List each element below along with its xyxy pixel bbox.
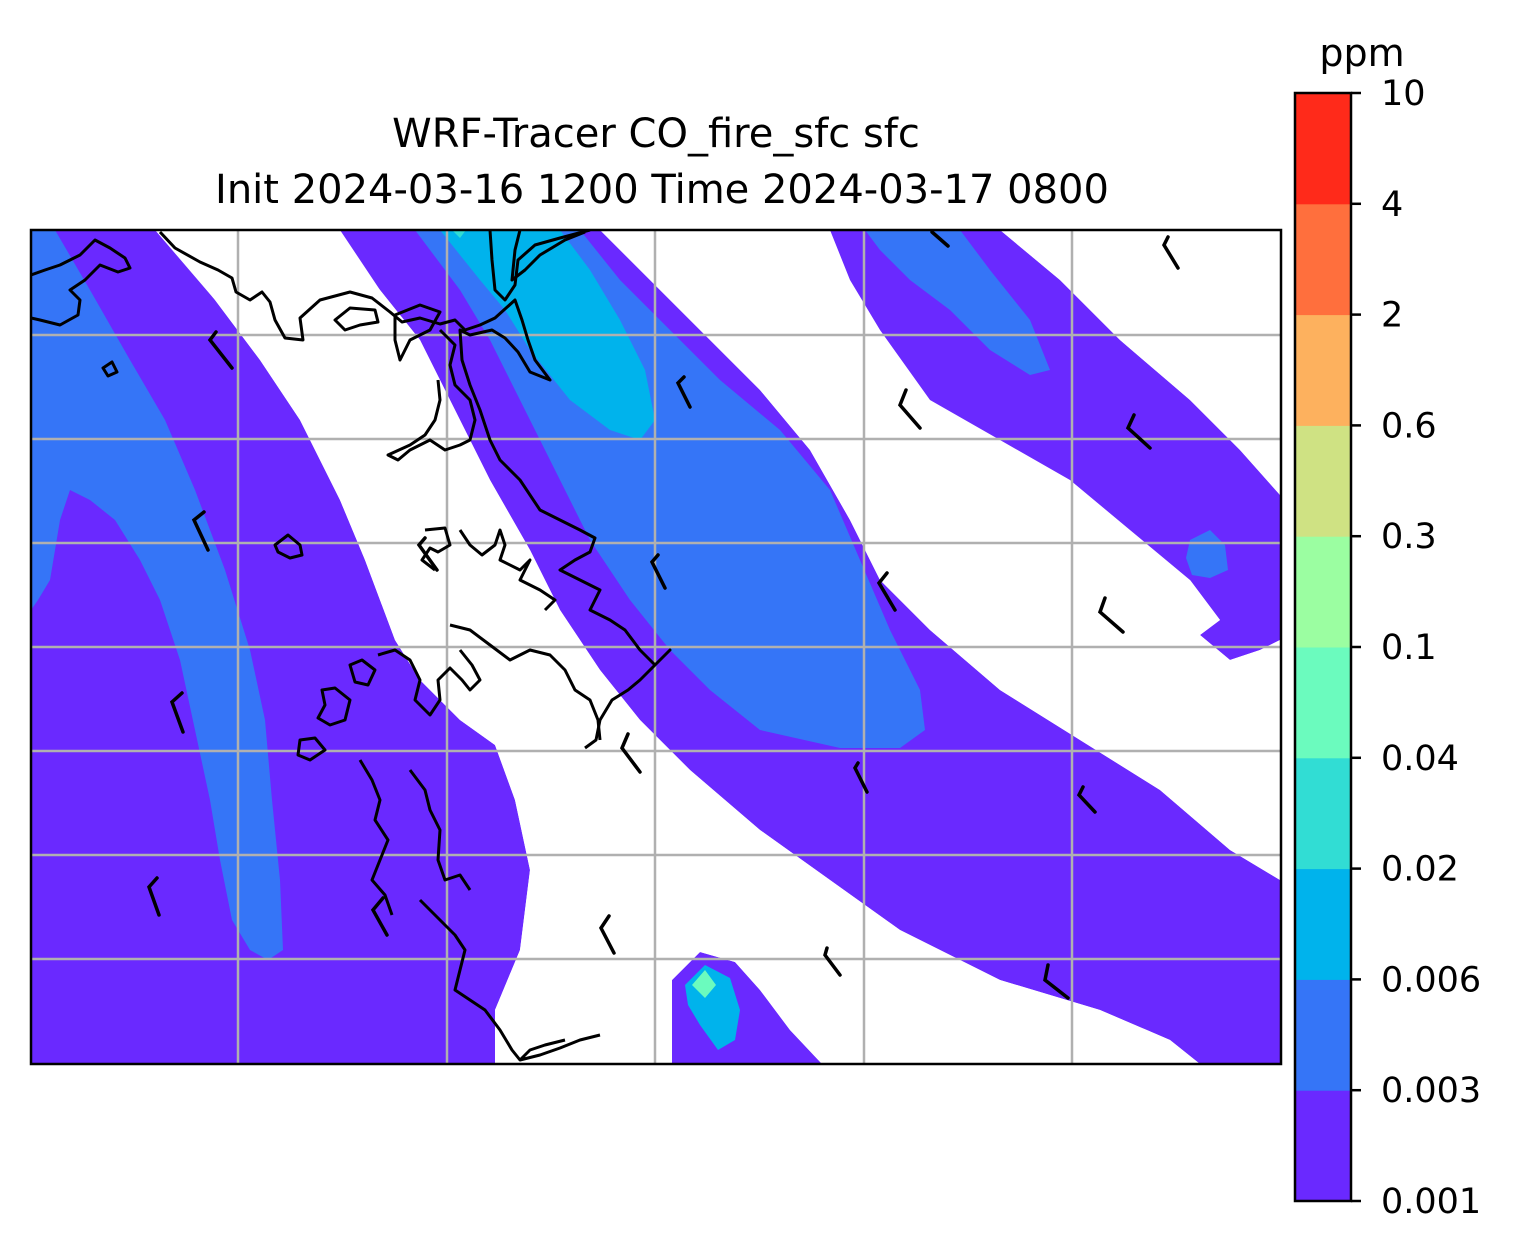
wind-barb bbox=[853, 761, 869, 794]
gridlines bbox=[31, 230, 1281, 1064]
wind-barb bbox=[1043, 963, 1070, 1000]
wind-barb bbox=[1097, 596, 1125, 634]
wind-barb bbox=[930, 230, 950, 248]
colorbar-unit-label: ppm bbox=[1319, 31, 1404, 75]
coastline-islet-1 bbox=[101, 360, 119, 378]
coastline-southern bbox=[449, 623, 602, 741]
colorbar-segments bbox=[1295, 93, 1351, 1202]
coastline-island-a bbox=[333, 306, 380, 332]
colorbar-segment bbox=[1295, 314, 1351, 426]
wind-barb bbox=[147, 876, 161, 917]
wind-barb bbox=[1125, 413, 1152, 450]
plume-peak-bottom bbox=[692, 970, 716, 998]
colorbar-segment bbox=[1295, 979, 1351, 1091]
chart-title-line-2: Init 2024-03-16 1200 Time 2024-03-17 080… bbox=[215, 167, 1109, 213]
wind-barb bbox=[416, 536, 439, 572]
coastline-inlet bbox=[488, 230, 591, 302]
wind-barb bbox=[876, 571, 897, 612]
wind-barb bbox=[897, 388, 922, 430]
colorbar-tick-label: 0.1 bbox=[1381, 628, 1437, 668]
coastline-island-b bbox=[393, 303, 442, 362]
colorbar-segment bbox=[1295, 536, 1351, 648]
colorbar-tick-label: 0.3 bbox=[1381, 517, 1437, 557]
colorbar-tick-label: 0.001 bbox=[1381, 1182, 1481, 1222]
colorbar-segment bbox=[1295, 203, 1351, 316]
colorbar-segment bbox=[1295, 1090, 1351, 1202]
colorbar: ppm 0.001 0.003 0.006 0.02 0.04 0.1 0.3 0.6 2 4 10 bbox=[1293, 31, 1481, 1222]
wind-barb bbox=[191, 510, 210, 552]
colorbar-tick-label: 2 bbox=[1381, 296, 1403, 336]
colorbar-tick-label: 10 bbox=[1381, 74, 1426, 114]
wind-barbs bbox=[147, 230, 1180, 1000]
colorbar-tick-label: 0.006 bbox=[1381, 960, 1481, 1000]
coastline-island-chain bbox=[377, 648, 482, 717]
plume-band-mid-left bbox=[31, 230, 283, 960]
colorbar-tick-label: 0.04 bbox=[1381, 739, 1459, 779]
coastline-south-inlets bbox=[358, 759, 601, 1062]
coastline-mainland bbox=[158, 230, 672, 750]
wind-barb bbox=[370, 896, 389, 937]
wind-barb bbox=[207, 330, 234, 370]
colorbar-ticks: 0.001 0.003 0.006 0.02 0.04 0.1 0.3 0.6 2 4 10 bbox=[1351, 74, 1481, 1222]
colorbar-segment bbox=[1295, 647, 1351, 759]
wind-barb bbox=[675, 375, 692, 409]
colorbar-segment bbox=[1295, 757, 1351, 870]
wind-barb bbox=[649, 553, 667, 590]
coastline-islands-middle bbox=[420, 526, 557, 612]
coastline-northwest bbox=[31, 238, 132, 327]
coastline-island-chain-2 bbox=[296, 658, 377, 762]
wind-barb bbox=[169, 691, 185, 734]
clear-area-far-right bbox=[1000, 230, 1280, 495]
colorbar-segment bbox=[1295, 425, 1351, 537]
colorbar-segment bbox=[1295, 93, 1351, 205]
coastline-peninsula bbox=[386, 328, 477, 462]
coastline-islet-2 bbox=[273, 533, 304, 560]
coastlines bbox=[31, 230, 672, 1062]
map-frame bbox=[29, 228, 1283, 1066]
chart-title-line-1: WRF-Tracer CO_fire_sfc sfc bbox=[392, 111, 920, 157]
plume-peak-top bbox=[452, 230, 466, 238]
colorbar-tick-label: 0.02 bbox=[1381, 850, 1459, 890]
colorbar-tick-label: 4 bbox=[1381, 185, 1403, 225]
wind-barb bbox=[1076, 785, 1097, 814]
colorbar-segment bbox=[1295, 868, 1351, 980]
colorbar-tick-label: 0.6 bbox=[1381, 406, 1437, 446]
clear-area-right bbox=[600, 230, 1280, 880]
coastline-inlet-2 bbox=[510, 230, 586, 282]
plume-band-low-right bbox=[830, 230, 1280, 660]
wind-barb bbox=[598, 914, 616, 955]
plume-band-mid-right bbox=[865, 230, 1050, 375]
map-panel bbox=[31, 230, 1281, 1064]
wind-barb bbox=[1162, 235, 1180, 270]
wind-barb bbox=[823, 946, 842, 977]
wind-barb bbox=[619, 732, 642, 774]
colorbar-tick-label: 0.003 bbox=[1381, 1071, 1481, 1111]
